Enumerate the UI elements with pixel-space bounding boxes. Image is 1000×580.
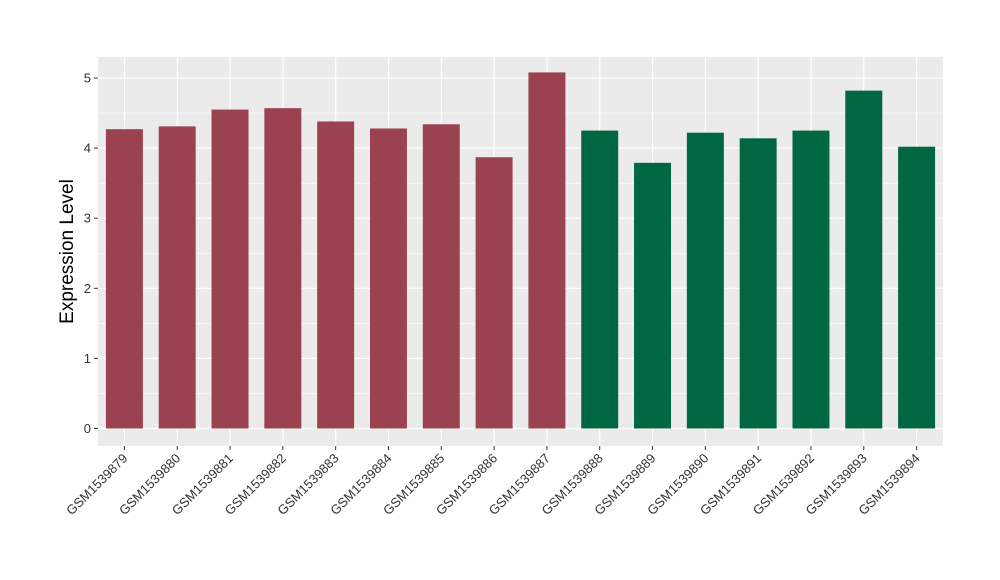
bar-GSM1539886 (475, 157, 513, 429)
bar-GSM1539879 (105, 129, 143, 429)
bar-GSM1539887 (528, 72, 566, 429)
y-tick-label: 0 (84, 421, 91, 436)
y-tick-label: 4 (84, 141, 91, 156)
bar-GSM1539893 (845, 90, 883, 429)
bar-GSM1539891 (739, 138, 777, 429)
bar-GSM1539883 (317, 121, 355, 429)
y-tick-label: 3 (84, 211, 91, 226)
bar-GSM1539882 (264, 108, 302, 429)
bar-GSM1539892 (792, 130, 830, 429)
x-axis: GSM1539879GSM1539880GSM1539881GSM1539882… (63, 446, 923, 518)
bars (105, 72, 936, 429)
bar-GSM1539885 (422, 124, 460, 429)
bar-GSM1539894 (898, 146, 936, 429)
y-axis: 0 1 2 3 4 5 (84, 71, 98, 436)
y-tick-label: 1 (84, 351, 91, 366)
y-axis-title: Expression Level (57, 179, 78, 324)
y-tick-label: 2 (84, 281, 91, 296)
bar-GSM1539884 (369, 128, 407, 429)
bar-GSM1539888 (581, 130, 619, 429)
bar-GSM1539881 (211, 109, 249, 429)
y-tick-label: 5 (84, 71, 91, 86)
bar-GSM1539890 (686, 132, 724, 429)
bar-GSM1539889 (634, 162, 672, 429)
bar-GSM1539880 (158, 126, 196, 429)
